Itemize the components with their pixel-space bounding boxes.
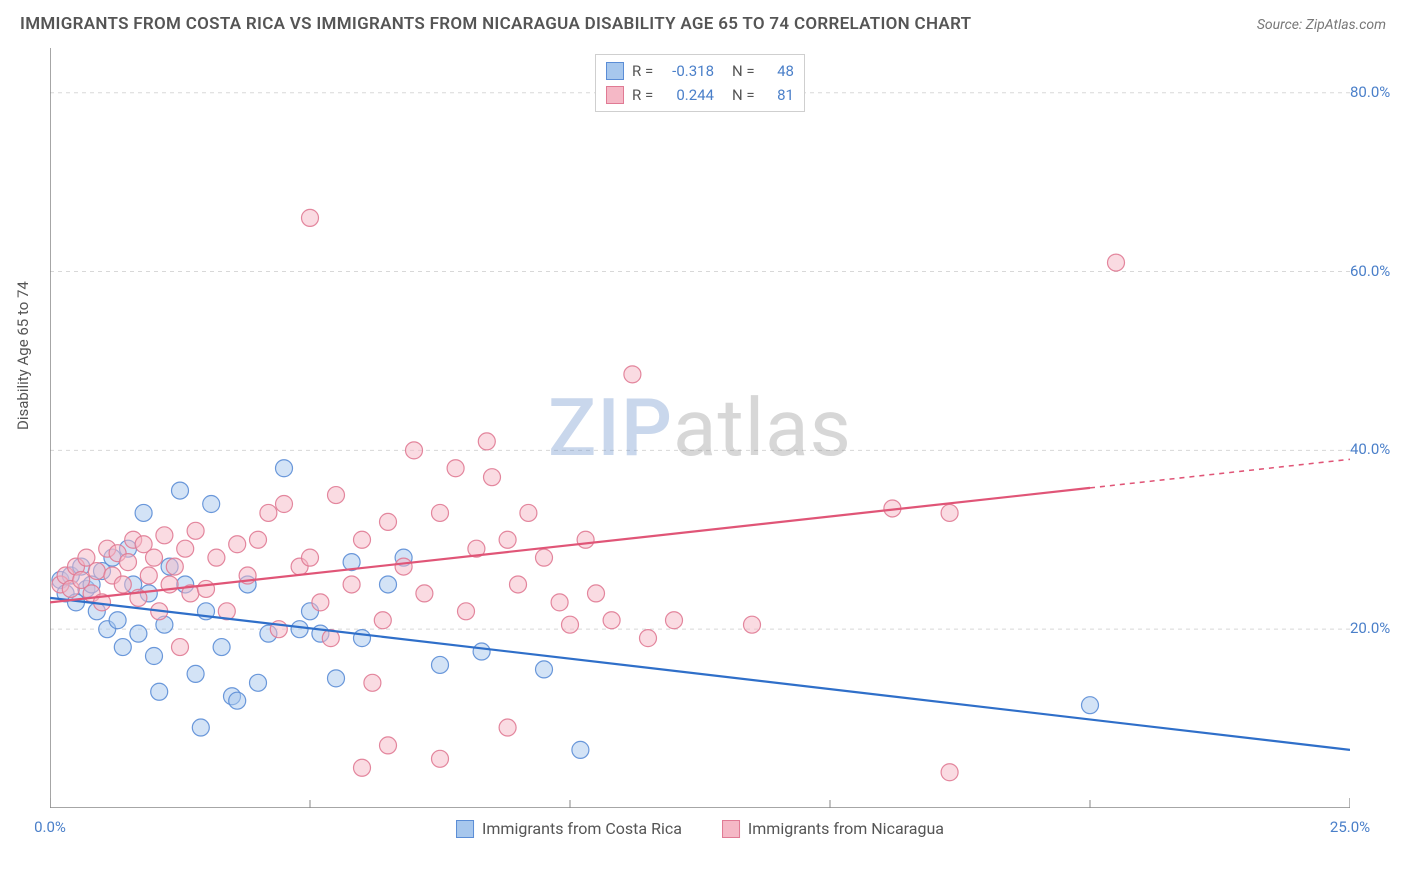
r-label: R = — [632, 83, 656, 107]
x-tick-label: 0.0% — [34, 818, 66, 836]
legend-stat-row: R = 0.244 N = 81 — [606, 83, 794, 107]
legend-correlation-box: R = -0.318 N = 48 R = 0.244 N = 81 — [595, 54, 805, 112]
scatter-plot-svg — [50, 48, 1350, 808]
r-label: R = — [632, 59, 656, 83]
n-value: 81 — [764, 83, 794, 107]
n-label: N = — [732, 83, 756, 107]
source-label: Source: ZipAtlas.com — [1257, 17, 1386, 33]
x-tick-label: 25.0% — [1330, 818, 1370, 836]
legend-swatch — [722, 820, 740, 838]
legend-swatch — [456, 820, 474, 838]
y-tick-label: 40.0% — [1350, 440, 1400, 458]
legend-item: Immigrants from Costa Rica — [456, 819, 682, 838]
y-tick-label: 80.0% — [1350, 83, 1400, 101]
y-axis-label: Disability Age 65 to 74 — [14, 281, 32, 430]
legend-label: Immigrants from Costa Rica — [482, 819, 682, 838]
n-value: 48 — [764, 59, 794, 83]
legend-swatch — [606, 62, 624, 80]
chart-title: IMMIGRANTS FROM COSTA RICA VS IMMIGRANTS… — [20, 14, 971, 34]
legend-series: Immigrants from Costa Rica Immigrants fro… — [456, 819, 944, 838]
legend-stat-row: R = -0.318 N = 48 — [606, 59, 794, 83]
legend-swatch — [606, 86, 624, 104]
n-label: N = — [732, 59, 756, 83]
y-tick-label: 60.0% — [1350, 262, 1400, 280]
r-value: -0.318 — [664, 59, 714, 83]
r-value: 0.244 — [664, 83, 714, 107]
legend-label: Immigrants from Nicaragua — [748, 819, 944, 838]
legend-item: Immigrants from Nicaragua — [722, 819, 944, 838]
y-tick-label: 20.0% — [1350, 619, 1400, 637]
chart-area: ZIPatlas R =-0.318N =48R =0.244N =81 Imm… — [50, 48, 1350, 808]
